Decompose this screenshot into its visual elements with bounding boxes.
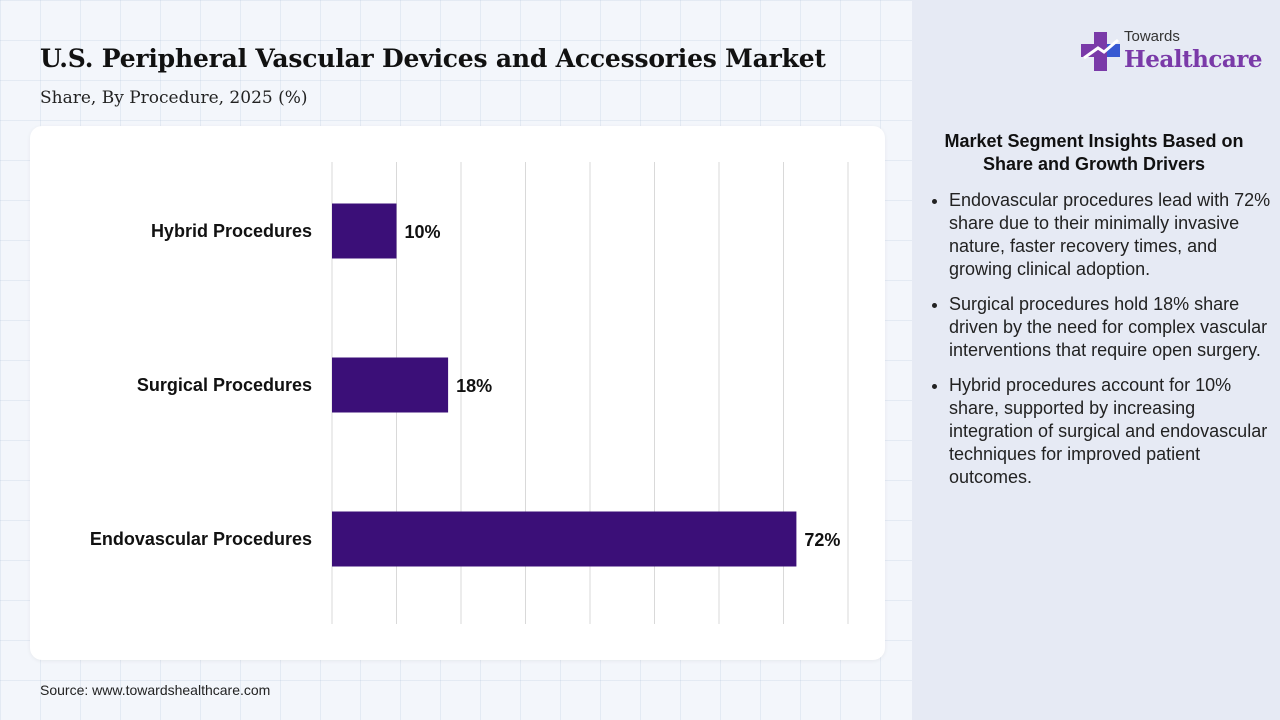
chart-card: Hybrid Procedures 10% Surgical Procedures 1… bbox=[30, 126, 885, 660]
bar-hybrid-procedures bbox=[332, 203, 397, 259]
towards-healthcare-logo: Towards Healthcare bbox=[1080, 28, 1263, 80]
insight-bullet-surgical: Surgical procedures hold 18% share drive… bbox=[949, 293, 1279, 362]
bar-endovascular-procedures bbox=[332, 511, 797, 567]
insights-panel: Towards Healthcare Market Segment Insigh… bbox=[912, 0, 1280, 720]
logo-text-big: Healthcare bbox=[1124, 46, 1263, 73]
insights-list: Endovascular procedures lead with 72% sh… bbox=[922, 189, 1279, 501]
data-label: 10% bbox=[405, 222, 441, 242]
source-note: Source: www.towardshealthcare.com bbox=[40, 682, 271, 698]
category-label: Endovascular Procedures bbox=[90, 529, 312, 549]
category-label: Hybrid Procedures bbox=[151, 221, 312, 241]
chart-title: U.S. Peripheral Vascular Devices and Acc… bbox=[40, 44, 826, 73]
bar-chart: Hybrid Procedures 10% Surgical Procedures 1… bbox=[90, 162, 849, 624]
bar-surgical-procedures bbox=[332, 357, 449, 413]
data-label: 18% bbox=[456, 376, 492, 396]
category-label: Surgical Procedures bbox=[137, 375, 312, 395]
chart-subtitle: Share, By Procedure, 2025 (%) bbox=[40, 88, 308, 108]
medical-cross-icon bbox=[1081, 32, 1120, 71]
logo-text-small: Towards bbox=[1124, 28, 1180, 45]
insights-title: Market Segment Insights Based on Share a… bbox=[944, 131, 1244, 174]
left-panel: U.S. Peripheral Vascular Devices and Acc… bbox=[30, 44, 885, 698]
data-label: 72% bbox=[804, 530, 840, 550]
insight-bullet-endovascular: Endovascular procedures lead with 72% sh… bbox=[949, 189, 1279, 281]
insight-bullet-hybrid: Hybrid procedures account for 10% share,… bbox=[949, 374, 1279, 489]
